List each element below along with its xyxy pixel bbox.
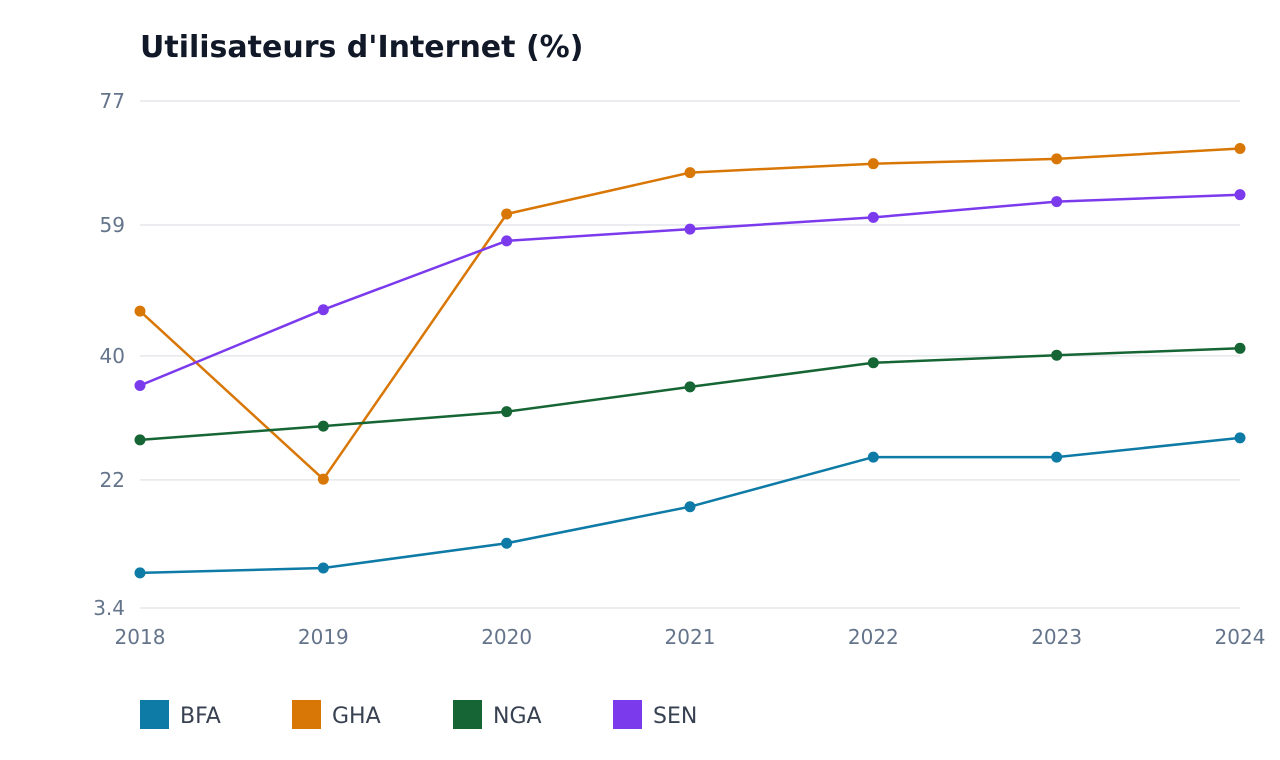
x-axis-ticks: 2018 2019 2020 2021 2022 2023 2024 xyxy=(115,625,1266,649)
data-point xyxy=(501,235,513,247)
data-point xyxy=(317,473,329,485)
y-tick-label: 77 xyxy=(100,89,125,113)
data-point xyxy=(867,211,879,223)
legend-label: SEN xyxy=(653,704,697,729)
data-point xyxy=(317,304,329,316)
series-sen xyxy=(134,189,1246,391)
x-tick-label: 2019 xyxy=(298,625,349,649)
series-lines xyxy=(134,143,1246,579)
data-point xyxy=(501,406,513,418)
data-point xyxy=(1234,432,1246,444)
legend-item-gha: GHA xyxy=(292,700,381,729)
y-tick-label: 59 xyxy=(100,213,125,237)
y-tick-label: 40 xyxy=(100,344,125,368)
chart-title: Utilisateurs d'Internet (%) xyxy=(140,30,584,65)
data-point xyxy=(501,537,513,549)
x-tick-label: 2020 xyxy=(481,625,532,649)
data-point xyxy=(684,167,696,179)
data-point xyxy=(684,501,696,513)
data-point xyxy=(1234,342,1246,354)
data-point xyxy=(1051,451,1063,463)
data-point xyxy=(134,305,146,317)
data-point xyxy=(317,562,329,574)
data-point xyxy=(1051,153,1063,165)
data-point xyxy=(134,379,146,391)
x-tick-label: 2023 xyxy=(1031,625,1082,649)
x-tick-label: 2022 xyxy=(848,625,899,649)
data-point xyxy=(134,567,146,579)
legend-label: GHA xyxy=(332,704,381,729)
data-point xyxy=(867,451,879,463)
data-point xyxy=(317,420,329,432)
legend-item-nga: NGA xyxy=(453,700,542,729)
legend-swatch xyxy=(453,700,482,729)
series-nga xyxy=(134,342,1246,446)
legend-swatch xyxy=(613,700,642,729)
data-point xyxy=(867,357,879,369)
x-tick-label: 2021 xyxy=(665,625,716,649)
data-point xyxy=(1234,189,1246,201)
series-gha xyxy=(134,143,1246,485)
series-bfa xyxy=(134,432,1246,579)
data-point xyxy=(684,381,696,393)
y-tick-label: 3.4 xyxy=(93,596,125,620)
y-axis-ticks: 3.4 22 40 59 77 xyxy=(93,89,125,620)
legend: BFA GHA NGA SEN xyxy=(140,700,697,729)
legend-swatch xyxy=(292,700,321,729)
legend-item-sen: SEN xyxy=(613,700,697,729)
data-point xyxy=(1051,196,1063,208)
y-tick-label: 22 xyxy=(100,468,125,492)
series-line xyxy=(138,347,1242,442)
legend-label: NGA xyxy=(493,704,542,729)
series-line xyxy=(138,193,1242,387)
legend-item-bfa: BFA xyxy=(140,700,221,729)
data-point xyxy=(684,223,696,235)
data-point xyxy=(1234,143,1246,155)
legend-label: BFA xyxy=(180,704,221,729)
x-tick-label: 2024 xyxy=(1215,625,1266,649)
data-point xyxy=(867,158,879,170)
x-tick-label: 2018 xyxy=(115,625,166,649)
data-point xyxy=(134,434,146,446)
series-line xyxy=(138,147,1242,481)
data-point xyxy=(501,208,513,220)
data-point xyxy=(1051,349,1063,361)
legend-swatch xyxy=(140,700,169,729)
